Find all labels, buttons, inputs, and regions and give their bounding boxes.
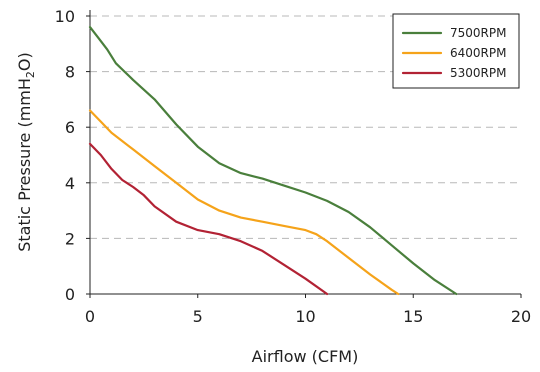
legend: 7500RPM 6400RPM 5300RPM <box>392 13 520 89</box>
y-axis-title: Static Pressure (mmH2O) <box>15 52 37 252</box>
y-axis-title-prefix: Static Pressure (mmH <box>15 78 34 252</box>
legend-label-7500rpm: 7500RPM <box>450 26 506 40</box>
y-axis-title-subscript: 2 <box>24 71 37 78</box>
series-layer <box>88 26 458 296</box>
legend-box <box>392 13 520 89</box>
y-tick-label-4: 4 <box>65 174 75 193</box>
y-axis-title-suffix: O) <box>15 52 34 71</box>
series-line-5300rpm <box>88 142 329 296</box>
y-tick-label-0: 0 <box>65 285 75 304</box>
y-tick-label-6: 6 <box>65 118 75 137</box>
x-tick-label-5: 5 <box>193 307 203 326</box>
x-tick-label-10: 10 <box>295 307 315 326</box>
legend-label-6400rpm: 6400RPM <box>450 46 506 60</box>
y-tick-label-10: 10 <box>55 7 75 26</box>
x-axis-title: Airflow (CFM) <box>252 347 359 366</box>
legend-label-5300rpm: 5300RPM <box>450 66 506 80</box>
series-line-7500rpm <box>88 26 458 296</box>
ticks-layer: 0 2 4 6 8 10 0 5 10 15 20 <box>55 7 532 326</box>
x-tick-label-0: 0 <box>85 307 95 326</box>
y-tick-label-8: 8 <box>65 63 75 82</box>
x-tick-label-15: 15 <box>403 307 423 326</box>
y-tick-label-2: 2 <box>65 229 75 248</box>
series-line-6400rpm <box>88 109 400 296</box>
x-tick-label-20: 20 <box>511 307 531 326</box>
